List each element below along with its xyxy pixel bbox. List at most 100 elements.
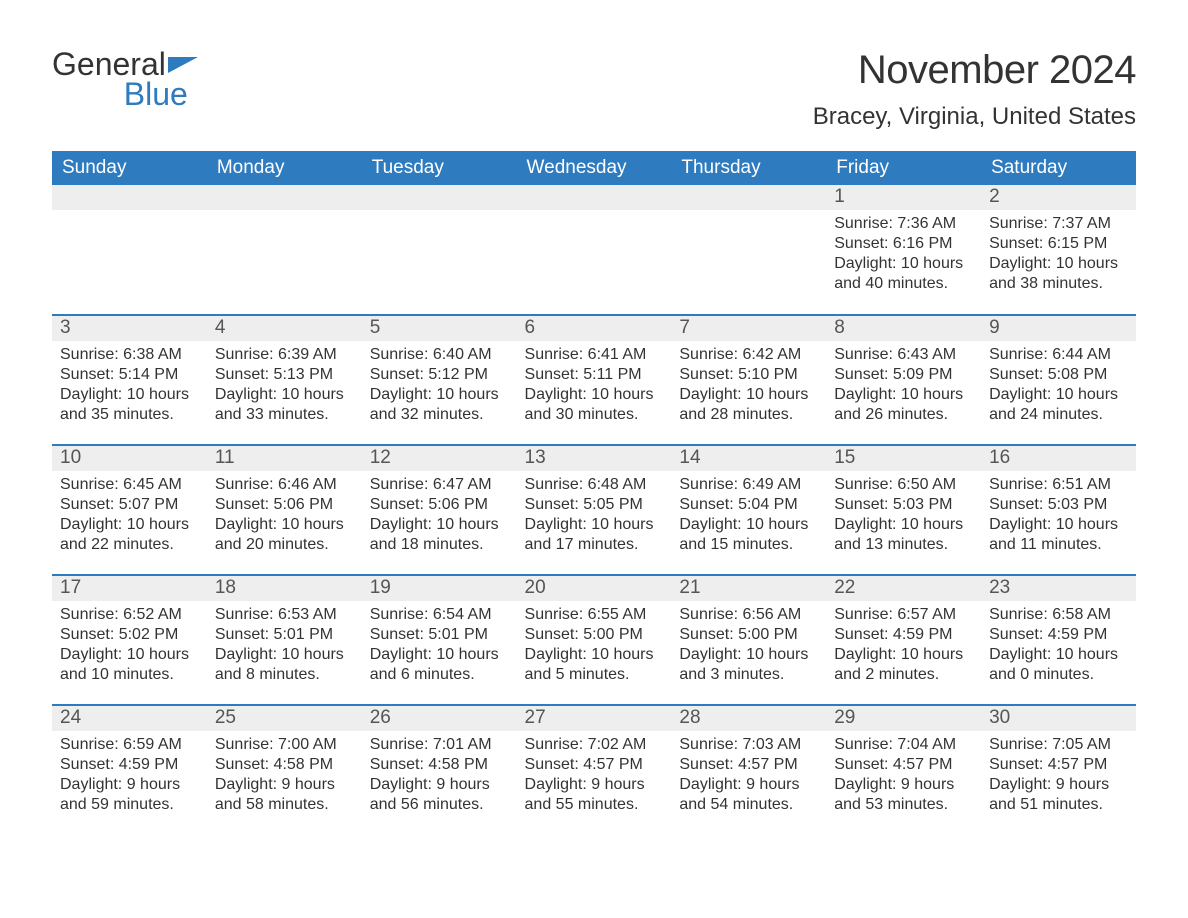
calendar-day-cell: 26Sunrise: 7:01 AMSunset: 4:58 PMDayligh… bbox=[362, 705, 517, 835]
calendar-day-cell bbox=[517, 185, 672, 315]
daylight-line: Daylight: 10 hours and 28 minutes. bbox=[679, 385, 818, 425]
daylight-line: Daylight: 10 hours and 33 minutes. bbox=[215, 385, 354, 425]
day-details: Sunrise: 6:54 AMSunset: 5:01 PMDaylight:… bbox=[362, 601, 517, 693]
flag-icon bbox=[168, 55, 198, 75]
calendar-day-cell: 6Sunrise: 6:41 AMSunset: 5:11 PMDaylight… bbox=[517, 315, 672, 445]
sunrise-line: Sunrise: 6:39 AM bbox=[215, 345, 354, 365]
daylight-line: Daylight: 10 hours and 18 minutes. bbox=[370, 515, 509, 555]
sunset-line: Sunset: 4:57 PM bbox=[525, 755, 664, 775]
month-title: November 2024 bbox=[813, 48, 1136, 93]
sunrise-line: Sunrise: 6:42 AM bbox=[679, 345, 818, 365]
sunrise-line: Sunrise: 6:57 AM bbox=[834, 605, 973, 625]
daylight-line: Daylight: 10 hours and 5 minutes. bbox=[525, 645, 664, 685]
day-details: Sunrise: 6:39 AMSunset: 5:13 PMDaylight:… bbox=[207, 341, 362, 433]
day-number: 29 bbox=[826, 706, 981, 731]
day-number: 19 bbox=[362, 576, 517, 601]
day-number: 22 bbox=[826, 576, 981, 601]
day-details: Sunrise: 6:44 AMSunset: 5:08 PMDaylight:… bbox=[981, 341, 1136, 433]
day-details: Sunrise: 6:48 AMSunset: 5:05 PMDaylight:… bbox=[517, 471, 672, 563]
calendar-day-cell: 3Sunrise: 6:38 AMSunset: 5:14 PMDaylight… bbox=[52, 315, 207, 445]
day-number: 15 bbox=[826, 446, 981, 471]
daylight-line: Daylight: 10 hours and 2 minutes. bbox=[834, 645, 973, 685]
logo-text: General Blue bbox=[52, 48, 198, 110]
weekday-header: Friday bbox=[826, 151, 981, 185]
title-block: November 2024 Bracey, Virginia, United S… bbox=[813, 48, 1136, 145]
day-number: 16 bbox=[981, 446, 1136, 471]
daylight-line: Daylight: 9 hours and 56 minutes. bbox=[370, 775, 509, 815]
calendar-day-cell: 14Sunrise: 6:49 AMSunset: 5:04 PMDayligh… bbox=[671, 445, 826, 575]
sunset-line: Sunset: 4:59 PM bbox=[989, 625, 1128, 645]
calendar-day-cell: 24Sunrise: 6:59 AMSunset: 4:59 PMDayligh… bbox=[52, 705, 207, 835]
day-number: 11 bbox=[207, 446, 362, 471]
calendar-day-cell: 19Sunrise: 6:54 AMSunset: 5:01 PMDayligh… bbox=[362, 575, 517, 705]
sunset-line: Sunset: 5:03 PM bbox=[989, 495, 1128, 515]
calendar-day-cell: 8Sunrise: 6:43 AMSunset: 5:09 PMDaylight… bbox=[826, 315, 981, 445]
sunrise-line: Sunrise: 6:58 AM bbox=[989, 605, 1128, 625]
daylight-line: Daylight: 10 hours and 8 minutes. bbox=[215, 645, 354, 685]
sunrise-line: Sunrise: 6:40 AM bbox=[370, 345, 509, 365]
calendar-day-cell: 5Sunrise: 6:40 AMSunset: 5:12 PMDaylight… bbox=[362, 315, 517, 445]
day-number: 7 bbox=[671, 316, 826, 341]
calendar-week-row: 24Sunrise: 6:59 AMSunset: 4:59 PMDayligh… bbox=[52, 705, 1136, 835]
sunset-line: Sunset: 5:00 PM bbox=[525, 625, 664, 645]
day-details: Sunrise: 6:40 AMSunset: 5:12 PMDaylight:… bbox=[362, 341, 517, 433]
day-details: Sunrise: 6:51 AMSunset: 5:03 PMDaylight:… bbox=[981, 471, 1136, 563]
daylight-line: Daylight: 10 hours and 6 minutes. bbox=[370, 645, 509, 685]
sunrise-line: Sunrise: 6:44 AM bbox=[989, 345, 1128, 365]
day-number: 30 bbox=[981, 706, 1136, 731]
calendar-day-cell: 13Sunrise: 6:48 AMSunset: 5:05 PMDayligh… bbox=[517, 445, 672, 575]
sunrise-line: Sunrise: 6:50 AM bbox=[834, 475, 973, 495]
day-number: 4 bbox=[207, 316, 362, 341]
daylight-line: Daylight: 10 hours and 10 minutes. bbox=[60, 645, 199, 685]
sunset-line: Sunset: 5:04 PM bbox=[679, 495, 818, 515]
sunset-line: Sunset: 4:58 PM bbox=[370, 755, 509, 775]
day-number: 17 bbox=[52, 576, 207, 601]
sunset-line: Sunset: 5:00 PM bbox=[679, 625, 818, 645]
sunrise-line: Sunrise: 6:59 AM bbox=[60, 735, 199, 755]
sunset-line: Sunset: 5:14 PM bbox=[60, 365, 199, 385]
daylight-line: Daylight: 9 hours and 53 minutes. bbox=[834, 775, 973, 815]
day-number-empty bbox=[362, 185, 517, 210]
calendar-day-cell: 1Sunrise: 7:36 AMSunset: 6:16 PMDaylight… bbox=[826, 185, 981, 315]
sunset-line: Sunset: 4:57 PM bbox=[679, 755, 818, 775]
day-number: 20 bbox=[517, 576, 672, 601]
day-details: Sunrise: 6:42 AMSunset: 5:10 PMDaylight:… bbox=[671, 341, 826, 433]
day-number: 2 bbox=[981, 185, 1136, 210]
daylight-line: Daylight: 10 hours and 26 minutes. bbox=[834, 385, 973, 425]
calendar-week-row: 3Sunrise: 6:38 AMSunset: 5:14 PMDaylight… bbox=[52, 315, 1136, 445]
day-details: Sunrise: 7:00 AMSunset: 4:58 PMDaylight:… bbox=[207, 731, 362, 823]
daylight-line: Daylight: 10 hours and 32 minutes. bbox=[370, 385, 509, 425]
day-details: Sunrise: 7:04 AMSunset: 4:57 PMDaylight:… bbox=[826, 731, 981, 823]
day-number: 9 bbox=[981, 316, 1136, 341]
sunset-line: Sunset: 5:09 PM bbox=[834, 365, 973, 385]
calendar-week-row: 17Sunrise: 6:52 AMSunset: 5:02 PMDayligh… bbox=[52, 575, 1136, 705]
sunset-line: Sunset: 5:11 PM bbox=[525, 365, 664, 385]
day-details: Sunrise: 6:55 AMSunset: 5:00 PMDaylight:… bbox=[517, 601, 672, 693]
calendar-day-cell: 9Sunrise: 6:44 AMSunset: 5:08 PMDaylight… bbox=[981, 315, 1136, 445]
calendar-day-cell: 11Sunrise: 6:46 AMSunset: 5:06 PMDayligh… bbox=[207, 445, 362, 575]
sunrise-line: Sunrise: 7:02 AM bbox=[525, 735, 664, 755]
location: Bracey, Virginia, United States bbox=[813, 103, 1136, 131]
logo: General Blue bbox=[52, 48, 198, 110]
calendar-day-cell: 20Sunrise: 6:55 AMSunset: 5:00 PMDayligh… bbox=[517, 575, 672, 705]
day-details: Sunrise: 6:53 AMSunset: 5:01 PMDaylight:… bbox=[207, 601, 362, 693]
day-number: 5 bbox=[362, 316, 517, 341]
weekday-header: Tuesday bbox=[362, 151, 517, 185]
daylight-line: Daylight: 9 hours and 51 minutes. bbox=[989, 775, 1128, 815]
sunset-line: Sunset: 5:10 PM bbox=[679, 365, 818, 385]
day-number: 27 bbox=[517, 706, 672, 731]
calendar-day-cell: 29Sunrise: 7:04 AMSunset: 4:57 PMDayligh… bbox=[826, 705, 981, 835]
daylight-line: Daylight: 10 hours and 20 minutes. bbox=[215, 515, 354, 555]
calendar-day-cell: 7Sunrise: 6:42 AMSunset: 5:10 PMDaylight… bbox=[671, 315, 826, 445]
sunset-line: Sunset: 5:06 PM bbox=[370, 495, 509, 515]
day-number: 14 bbox=[671, 446, 826, 471]
day-details: Sunrise: 7:03 AMSunset: 4:57 PMDaylight:… bbox=[671, 731, 826, 823]
day-number: 21 bbox=[671, 576, 826, 601]
sunrise-line: Sunrise: 6:45 AM bbox=[60, 475, 199, 495]
day-details: Sunrise: 6:52 AMSunset: 5:02 PMDaylight:… bbox=[52, 601, 207, 693]
sunset-line: Sunset: 4:58 PM bbox=[215, 755, 354, 775]
daylight-line: Daylight: 9 hours and 55 minutes. bbox=[525, 775, 664, 815]
daylight-line: Daylight: 10 hours and 35 minutes. bbox=[60, 385, 199, 425]
calendar-day-cell: 12Sunrise: 6:47 AMSunset: 5:06 PMDayligh… bbox=[362, 445, 517, 575]
day-number: 26 bbox=[362, 706, 517, 731]
